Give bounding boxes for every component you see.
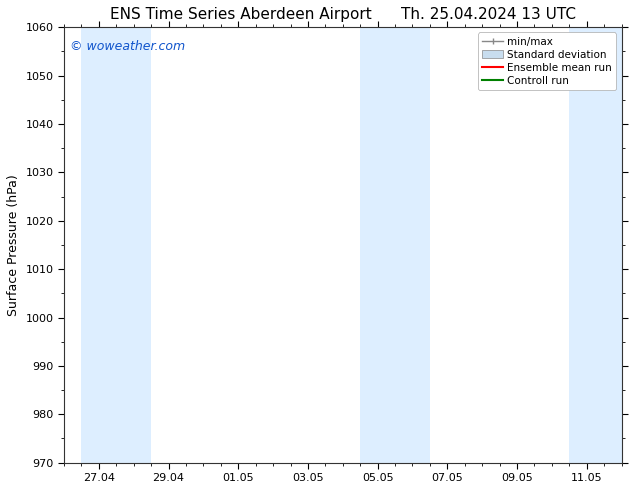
Legend: min/max, Standard deviation, Ensemble mean run, Controll run: min/max, Standard deviation, Ensemble me…	[478, 32, 616, 90]
Text: © woweather.com: © woweather.com	[70, 40, 184, 53]
Title: ENS Time Series Aberdeen Airport      Th. 25.04.2024 13 UTC: ENS Time Series Aberdeen Airport Th. 25.…	[110, 7, 576, 22]
Y-axis label: Surface Pressure (hPa): Surface Pressure (hPa)	[7, 174, 20, 316]
Bar	[360, 27, 430, 463]
Bar	[81, 27, 151, 463]
Bar	[569, 27, 621, 463]
